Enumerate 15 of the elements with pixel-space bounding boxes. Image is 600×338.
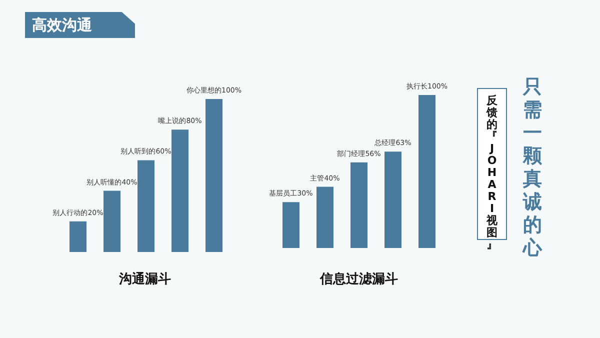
bar bbox=[172, 130, 188, 252]
bar bbox=[70, 221, 86, 252]
text: 反馈的『JOHARI视图』 bbox=[486, 94, 498, 251]
text: 只需一颗真诚的心 bbox=[523, 76, 542, 260]
text: 沟通漏斗 bbox=[118, 271, 171, 287]
bar bbox=[104, 190, 120, 252]
text: 信息过滤漏斗 bbox=[319, 271, 398, 287]
text: 高效沟通 bbox=[32, 15, 92, 35]
bar bbox=[138, 160, 154, 252]
bar bbox=[350, 162, 368, 248]
bar bbox=[206, 99, 222, 252]
bar bbox=[384, 152, 402, 248]
bar bbox=[282, 202, 300, 248]
bar bbox=[418, 95, 436, 248]
bar bbox=[316, 186, 334, 248]
